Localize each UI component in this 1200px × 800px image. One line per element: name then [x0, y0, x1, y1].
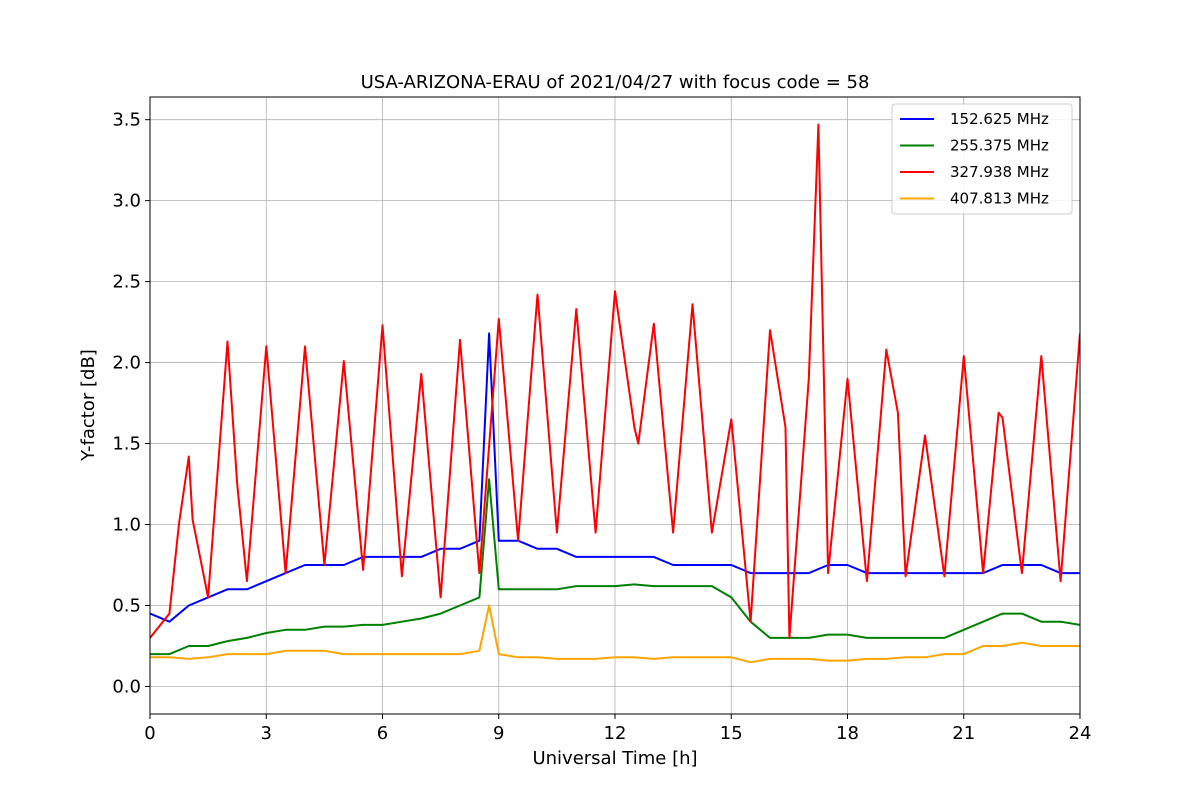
y-tick-label: 1.5	[112, 434, 141, 455]
x-tick-label: 15	[720, 723, 743, 744]
y-tick-label: 0.0	[112, 676, 141, 697]
x-tick-label: 12	[604, 723, 627, 744]
y-tick-label: 0.5	[112, 595, 141, 616]
legend-label-0: 152.625 MHz	[950, 110, 1049, 128]
y-axis-label: Y-factor [dB]	[78, 349, 99, 462]
y-tick-label: 3.0	[112, 191, 141, 212]
series-line-2	[150, 123, 1080, 639]
x-tick-label: 18	[836, 723, 859, 744]
x-tick-label: 3	[261, 723, 272, 744]
chart-title: USA-ARIZONA-ERAU of 2021/04/27 with focu…	[361, 72, 870, 93]
legend-label-2: 327.938 MHz	[950, 163, 1049, 181]
series-lines	[150, 123, 1080, 664]
x-tick-label: 0	[144, 723, 155, 744]
series-line-3	[150, 604, 1080, 664]
legend-box	[891, 103, 1073, 215]
y-tick-label: 1.0	[112, 515, 141, 536]
x-tick-label: 9	[493, 723, 504, 744]
x-axis-label: Universal Time [h]	[532, 748, 697, 769]
axis-ticks: 0 3 6 9 12 15 18 21 24 0.0 0.5 1.0 1.5 2.0 2.5 3.0 3.5	[112, 110, 1091, 744]
legend-label-1: 255.375 MHz	[950, 137, 1049, 155]
x-tick-label: 24	[1069, 723, 1092, 744]
x-tick-label: 6	[377, 723, 388, 744]
y-tick-label: 3.5	[112, 110, 141, 131]
y-tick-label: 2.0	[112, 353, 141, 374]
legend: 152.625 MHz 255.375 MHz 327.938 MHz 407.813…	[891, 103, 1073, 215]
series-line-0	[150, 332, 1080, 623]
y-tick-label: 2.5	[112, 272, 141, 293]
series-line-1	[150, 478, 1080, 656]
x-tick-label: 21	[952, 723, 975, 744]
legend-label-3: 407.813 MHz	[950, 190, 1049, 208]
